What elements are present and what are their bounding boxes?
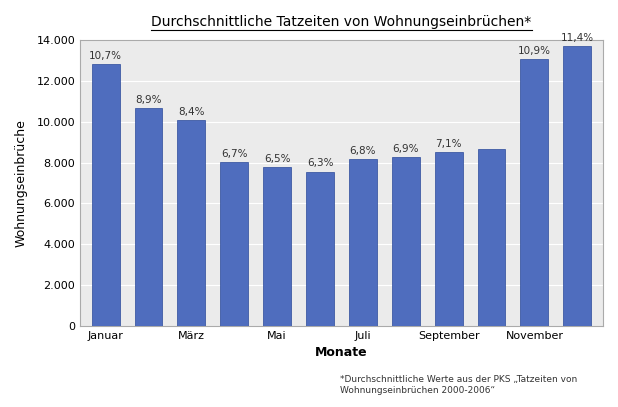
Bar bbox=[263, 166, 291, 326]
Text: 6,5%: 6,5% bbox=[264, 153, 290, 164]
Text: 6,9%: 6,9% bbox=[392, 144, 419, 154]
Text: 7,1%: 7,1% bbox=[436, 139, 462, 149]
Title: Durchschnittliche Tatzeiten von Wohnungseinbrüchen*: Durchschnittliche Tatzeiten von Wohnungs… bbox=[151, 15, 531, 29]
Text: 10,9%: 10,9% bbox=[518, 46, 551, 56]
Text: 6,7%: 6,7% bbox=[221, 149, 248, 159]
Bar bbox=[520, 59, 548, 326]
Bar bbox=[177, 120, 205, 326]
Text: 6,8%: 6,8% bbox=[350, 146, 376, 156]
Text: 8,4%: 8,4% bbox=[178, 107, 205, 117]
Bar bbox=[564, 46, 591, 326]
Text: 10,7%: 10,7% bbox=[89, 50, 122, 61]
X-axis label: Monate: Monate bbox=[315, 346, 368, 359]
Bar bbox=[434, 152, 463, 326]
Text: 6,3%: 6,3% bbox=[307, 158, 333, 168]
Y-axis label: Wohnungseinbrüche: Wohnungseinbrüche bbox=[15, 119, 28, 247]
Bar bbox=[392, 157, 420, 326]
Text: 11,4%: 11,4% bbox=[561, 33, 594, 44]
Bar bbox=[91, 63, 120, 326]
Text: 8,9%: 8,9% bbox=[135, 95, 162, 105]
Bar bbox=[135, 108, 163, 326]
Bar bbox=[306, 171, 334, 326]
Text: *Durchschnittliche Werte aus der PKS „Tatzeiten von
Wohnungseinbrüchen 2000-2006: *Durchschnittliche Werte aus der PKS „Ta… bbox=[340, 375, 577, 395]
Bar bbox=[478, 149, 506, 326]
Bar bbox=[221, 162, 248, 326]
Bar bbox=[349, 159, 377, 326]
